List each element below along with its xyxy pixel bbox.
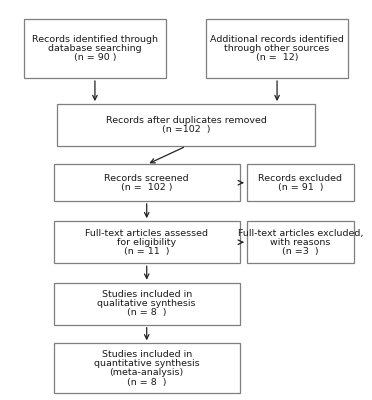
Text: Studies included in: Studies included in [102,350,192,359]
Text: (n =102  ): (n =102 ) [162,125,210,134]
Text: (n = 11  ): (n = 11 ) [124,247,170,256]
Text: Additional records identified: Additional records identified [210,35,344,44]
FancyBboxPatch shape [247,164,354,201]
Text: Studies included in: Studies included in [102,290,192,299]
Text: (n =  102 ): (n = 102 ) [121,183,173,192]
Text: Full-text articles excluded,: Full-text articles excluded, [238,228,363,238]
FancyBboxPatch shape [54,221,240,263]
Text: through other sources: through other sources [224,44,330,53]
Text: for eligibility: for eligibility [117,238,176,247]
Text: (n = 90 ): (n = 90 ) [74,53,116,62]
FancyBboxPatch shape [54,343,240,393]
FancyBboxPatch shape [23,18,166,78]
Text: (n =3  ): (n =3 ) [282,247,318,256]
Text: Records identified through: Records identified through [32,35,158,44]
Text: Records screened: Records screened [105,174,189,183]
Text: (n =  12): (n = 12) [256,53,298,62]
FancyBboxPatch shape [57,104,315,146]
Text: qualitative synthesis: qualitative synthesis [97,299,196,308]
Text: Full-text articles assessed: Full-text articles assessed [85,228,208,238]
Text: (n = 91  ): (n = 91 ) [278,183,323,192]
Text: quantitative synthesis: quantitative synthesis [94,359,199,368]
Text: (n = 8  ): (n = 8 ) [127,308,166,317]
FancyBboxPatch shape [54,282,240,325]
Text: (meta-analysis): (meta-analysis) [110,368,184,377]
Text: (n = 8  ): (n = 8 ) [127,378,166,386]
Text: database searching: database searching [48,44,142,53]
FancyBboxPatch shape [206,18,349,78]
Text: Records excluded: Records excluded [258,174,342,183]
FancyBboxPatch shape [247,221,354,263]
Text: Records after duplicates removed: Records after duplicates removed [106,116,266,125]
FancyBboxPatch shape [54,164,240,201]
Text: with reasons: with reasons [270,238,330,247]
